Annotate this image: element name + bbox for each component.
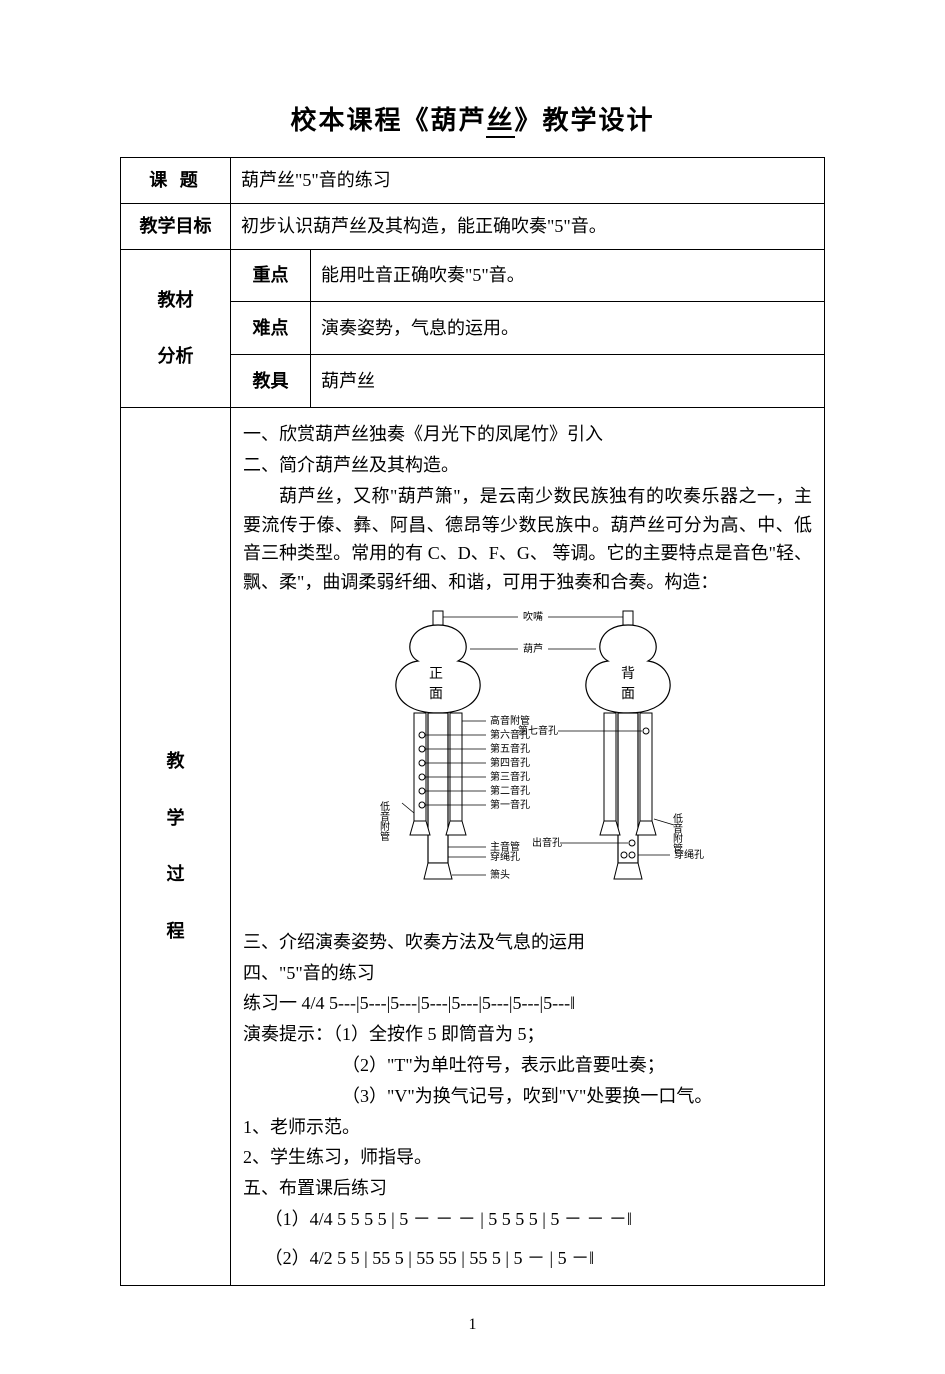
process-line: 五、布置课后练习 [243, 1174, 812, 1203]
process-line: 练习一 4/4 5---|5---|5---|5---|5---|5---|5-… [243, 989, 812, 1018]
label-low-pipe-right: 低音附管 [670, 812, 682, 854]
label-hole5: 第五音孔 [490, 742, 530, 755]
process-paragraph: 葫芦丝，又称"葫芦箫"，是云南少数民族独有的吹奏乐器之一，主要流传于傣、彝、阿昌… [243, 482, 812, 597]
label-wear-hole-2: 穿绳孔 [674, 848, 704, 861]
table-row: 教材 分析 重点 能用吐音正确吹奏"5"音。 [121, 249, 825, 302]
title-suffix: 》教学设计 [515, 106, 655, 135]
material-label: 教材 分析 [121, 249, 231, 408]
label-hole1: 第一音孔 [490, 798, 530, 811]
label-gourd: 葫芦 [523, 643, 543, 655]
label-hole3: 第三音孔 [490, 770, 530, 783]
lesson-table: 课 题 葫芦丝"5"音的练习 教学目标 初步认识葫芦丝及其构造，能正确吹奏"5"… [120, 157, 825, 1286]
goal-label: 教学目标 [121, 203, 231, 249]
process-line: 四、"5"音的练习 [243, 959, 812, 988]
topic-value: 葫芦丝"5"音的练习 [231, 158, 825, 204]
difficulty-value: 演奏姿势，气息的运用。 [311, 302, 825, 355]
topic-label: 课 题 [121, 158, 231, 204]
process-line: （3）"V"为换气记号，吹到"V"处要换一口气。 [243, 1082, 812, 1111]
tools-value: 葫芦丝 [311, 355, 825, 408]
keypoint-value: 能用吐音正确吹奏"5"音。 [311, 249, 825, 302]
process-label: 教 学 过 程 [121, 408, 231, 1285]
hulusi-front-icon [395, 611, 479, 879]
page-number: 1 [120, 1316, 825, 1334]
process-line: （2）4/2 5 5 | 55 5 | 55 55 | 55 5 | 5 － |… [243, 1244, 812, 1273]
process-line: 三、介绍演奏姿势、吹奏方法及气息的运用 [243, 928, 812, 957]
title-underlined: 丝 [486, 106, 514, 138]
table-row: 教 学 过 程 一、欣赏葫芦丝独奏《月光下的凤尾竹》引入 二、简介葫芦丝及其构造… [121, 408, 825, 1285]
process-line: 1、老师示范。 [243, 1113, 812, 1142]
process-label-2: 学 [131, 804, 220, 833]
hulusi-diagram: 吹嘴 葫芦 正 面 背 面 高音附管 第七音孔 第六音孔 第五音孔 第四音孔 第… [243, 603, 812, 922]
process-line: 二、简介葫芦丝及其构造。 [243, 451, 812, 480]
table-row: 课 题 葫芦丝"5"音的练习 [121, 158, 825, 204]
label-back: 背 [621, 666, 635, 682]
process-label-1: 教 [131, 747, 220, 776]
process-content: 一、欣赏葫芦丝独奏《月光下的凤尾竹》引入 二、简介葫芦丝及其构造。 葫芦丝，又称… [231, 408, 825, 1285]
process-line: 演奏提示：（1）全按作 5 即筒音为 5； [243, 1020, 812, 1049]
keypoint-label: 重点 [231, 249, 311, 302]
hulusi-diagram-svg: 吹嘴 葫芦 正 面 背 面 高音附管 第七音孔 第六音孔 第五音孔 第四音孔 第… [318, 603, 738, 913]
label-wear-hole-1: 穿绳孔 [490, 850, 520, 863]
label-front: 正 [429, 667, 443, 682]
label-tail: 箫头 [490, 868, 510, 881]
process-line: 2、学生练习，师指导。 [243, 1143, 812, 1172]
title-prefix: 校本课程《葫芦 [290, 106, 486, 135]
process-label-3: 过 [131, 860, 220, 889]
label-hole6: 第六音孔 [490, 728, 530, 741]
process-line: （1）4/4 5 5 5 5 | 5 － － － | 5 5 5 5 | 5 －… [243, 1205, 812, 1234]
label-mouthpiece: 吹嘴 [523, 610, 543, 623]
label-hole4: 第四音孔 [490, 756, 530, 769]
material-label-1: 教材 [131, 286, 220, 315]
label-low-pipe-left: 低音附管 [377, 800, 389, 842]
label-face-2: 面 [621, 687, 635, 702]
tools-label: 教具 [231, 355, 311, 408]
page-title: 校本课程《葫芦丝》教学设计 [120, 100, 825, 137]
label-hole2: 第二音孔 [490, 784, 530, 797]
material-label-2: 分析 [131, 342, 220, 371]
label-face-1: 面 [429, 687, 443, 702]
hulusi-back-icon [585, 611, 669, 879]
process-line: 一、欣赏葫芦丝独奏《月光下的凤尾竹》引入 [243, 420, 812, 449]
process-line: （2）"T"为单吐符号，表示此音要吐奏； [243, 1051, 812, 1080]
process-label-4: 程 [131, 917, 220, 946]
label-out-hole: 出音孔 [532, 836, 562, 849]
goal-value: 初步认识葫芦丝及其构造，能正确吹奏"5"音。 [231, 203, 825, 249]
difficulty-label: 难点 [231, 302, 311, 355]
table-row: 教学目标 初步认识葫芦丝及其构造，能正确吹奏"5"音。 [121, 203, 825, 249]
